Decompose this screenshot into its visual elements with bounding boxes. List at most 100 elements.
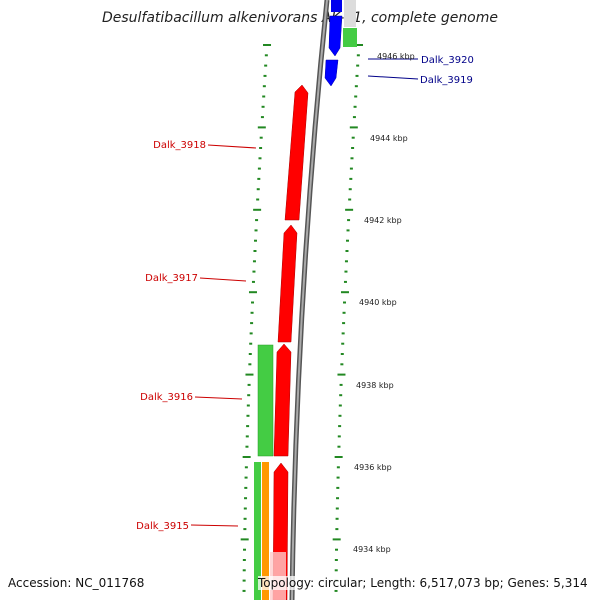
gene-label[interactable]: Dalk_3916 <box>140 392 193 403</box>
ruler-tick <box>335 548 339 551</box>
ruler-tick <box>262 85 266 88</box>
ruler-tick <box>261 105 265 108</box>
ruler-tick <box>352 116 356 119</box>
ruler-tick <box>340 291 349 294</box>
ruler-tick <box>256 198 260 201</box>
forward-genes <box>254 84 309 600</box>
gene-labels: Dalk_3920 Dalk_3919 Dalk_3918 Dalk_3917 … <box>136 55 474 532</box>
ruler-tick <box>354 95 358 98</box>
tick-label: 4940 kbp <box>359 298 397 307</box>
ruler-tick <box>251 280 255 283</box>
gene-arrow-blue[interactable] <box>328 15 343 57</box>
ruler-tick <box>345 250 349 252</box>
ruler-tick <box>253 250 257 252</box>
ruler-tick <box>250 322 254 325</box>
tick-labels: 4946 kbp 4944 kbp 4942 kbp 4940 kbp 4938… <box>353 52 415 554</box>
ruler-tick <box>335 517 339 520</box>
ruler-tick <box>259 136 263 139</box>
ruler-tick <box>334 589 338 592</box>
genome-backbone-highlight <box>291 0 328 600</box>
tick-label: 4938 kbp <box>356 381 394 390</box>
ruler-tick <box>339 394 343 397</box>
ruler-tick <box>349 177 353 180</box>
ruler-tick <box>245 435 249 438</box>
ruler-tick <box>335 528 339 531</box>
ruler-tick <box>351 136 355 139</box>
ruler-tick <box>334 456 343 458</box>
ruler-tick <box>346 229 350 232</box>
ruler-tick <box>340 353 344 355</box>
tick-label: 4944 kbp <box>370 134 408 143</box>
ruler-tick <box>343 280 347 283</box>
ruler-tick <box>252 260 256 263</box>
gene-label[interactable]: Dalk_3918 <box>153 140 206 151</box>
ruler-tick <box>341 332 345 335</box>
ruler-tick <box>253 208 262 211</box>
ruler-tick <box>262 95 266 98</box>
ruler-tick <box>260 116 264 119</box>
ruler-tick <box>249 342 253 345</box>
ruler-tick <box>342 322 346 325</box>
feature-green-3915[interactable] <box>254 462 261 600</box>
ruler-tick <box>255 219 259 222</box>
ruler-tick <box>348 188 352 191</box>
ruler-tick <box>356 54 360 57</box>
ruler-tick <box>337 373 346 376</box>
ruler-tick <box>243 548 247 551</box>
ruler-tick <box>355 44 364 46</box>
gene-block-green[interactable] <box>343 28 357 47</box>
ruler-tick <box>256 188 260 191</box>
ruler-tick <box>338 414 342 417</box>
ruler-tick <box>337 445 341 448</box>
ruler-tick <box>334 569 338 572</box>
feature-green-3916[interactable] <box>257 344 274 457</box>
ruler-tick <box>250 311 254 314</box>
ruler-tick <box>334 559 338 561</box>
ruler-tick <box>242 569 246 572</box>
ruler-tick <box>348 198 352 201</box>
ruler-tick <box>353 105 357 108</box>
ruler-tick <box>342 311 346 314</box>
ruler-tick <box>249 332 253 335</box>
ruler-tick <box>349 126 358 129</box>
gene-label[interactable]: Dalk_3917 <box>145 273 198 284</box>
ruler-tick <box>336 476 340 479</box>
ruler-tick <box>245 373 254 376</box>
ruler-tick <box>340 363 344 366</box>
ruler-tick <box>347 219 351 222</box>
ruler-tick <box>247 383 251 386</box>
ruler-tick <box>246 425 250 428</box>
ruler-tick <box>336 497 340 500</box>
gene-label[interactable]: Dalk_3919 <box>420 75 473 86</box>
gene-arrow-dalk3916[interactable] <box>273 343 292 457</box>
ruler-tick <box>244 497 248 500</box>
ruler-tick <box>245 445 249 448</box>
ruler-tick <box>338 404 342 407</box>
ruler-tick <box>254 229 258 232</box>
tick-label: 4934 kbp <box>353 545 391 554</box>
gene-label[interactable]: Dalk_3920 <box>421 55 474 66</box>
gene-label[interactable]: Dalk_3915 <box>136 521 189 532</box>
ruler-tick <box>344 260 348 263</box>
ruler-tick <box>263 44 272 46</box>
ruler-tick <box>246 414 250 417</box>
ruler-tick <box>351 147 355 149</box>
tick-label: 4946 kbp <box>377 52 415 61</box>
accession-text: Accession: NC_011768 <box>8 576 145 590</box>
ruler-tick <box>354 85 358 88</box>
gene-arrow-blue[interactable] <box>324 59 339 87</box>
feature-orange-3915[interactable] <box>262 462 269 600</box>
gene-block-blue[interactable] <box>331 0 342 12</box>
ruler-tick <box>246 404 250 407</box>
gene-arrow-dalk3918[interactable] <box>284 84 309 221</box>
ruler-tick <box>244 476 248 479</box>
ruler-tick <box>344 270 348 273</box>
ruler-tick <box>332 538 341 541</box>
gene-arrow-dalk3917[interactable] <box>277 224 298 343</box>
map-title: Desulfatibacillum alkenivorans AK-01, co… <box>101 10 499 26</box>
ruler-tick <box>339 383 343 386</box>
ruler-tick <box>242 579 246 582</box>
ruler-tick <box>252 270 256 273</box>
ruler-tick <box>258 157 262 160</box>
